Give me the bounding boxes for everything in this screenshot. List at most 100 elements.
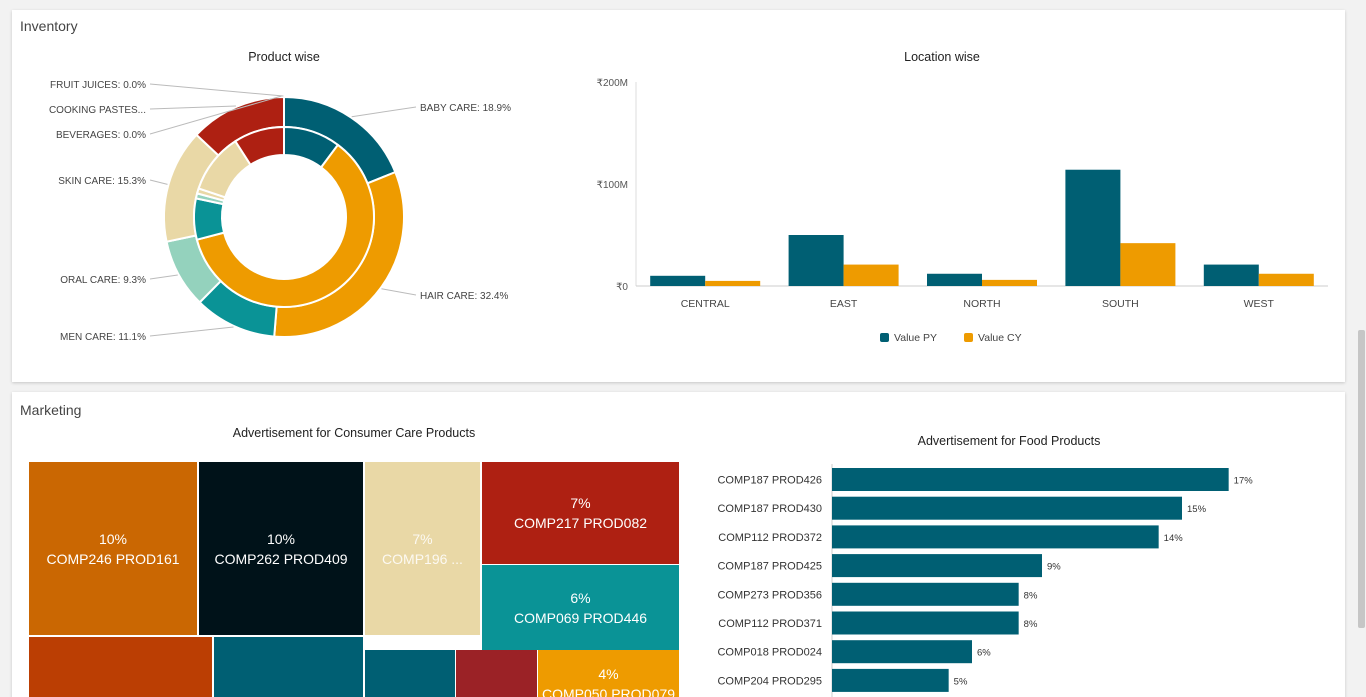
- food-bar[interactable]: [832, 468, 1229, 491]
- bar-north-value-cy[interactable]: [982, 279, 1037, 286]
- y-tick-label: ₹100M: [597, 180, 628, 191]
- treemap-cell[interactable]: 7% COMP196 ...: [365, 462, 480, 635]
- treemap-cell[interactable]: [456, 650, 537, 697]
- treemap-cell-label: COMP217 PROD082: [513, 515, 648, 531]
- inventory-title: Inventory: [20, 18, 78, 34]
- donut-leader-line: [351, 106, 417, 118]
- bar-west-value-cy[interactable]: [1258, 273, 1314, 286]
- donut-label-hair-care: HAIR CARE: 32.4%: [420, 291, 508, 302]
- scrollbar-thumb[interactable]: [1358, 330, 1365, 628]
- food-bar[interactable]: [832, 611, 1019, 635]
- legend-swatch: [880, 333, 889, 342]
- treemap-cell[interactable]: [214, 637, 363, 697]
- inventory-panel: Inventory Product wise BABY CARE: 18.9% H…: [12, 10, 1345, 382]
- bar-south-value-py[interactable]: [1065, 169, 1121, 286]
- food-value-label: 8%: [1024, 619, 1038, 630]
- donut-inner-segment[interactable]: [195, 143, 375, 308]
- marketing-panel: Marketing Advertisement for Consumer Car…: [12, 392, 1345, 697]
- food-bar[interactable]: [832, 525, 1159, 549]
- legend-label: Value CY: [978, 332, 1022, 344]
- food-category-label: COMP273 PROD356: [717, 589, 822, 601]
- treemap-cell[interactable]: 10% COMP246 PROD161: [29, 462, 197, 635]
- food-value-label: 17%: [1234, 476, 1254, 487]
- consumer-care-title: Advertisement for Consumer Care Products: [232, 426, 476, 440]
- location-wise-chart: Location wise ₹0 ₹100M ₹200M CENTRAL EAST NO…: [597, 50, 1328, 344]
- treemap-cell-label: COMP196 ...: [382, 550, 463, 567]
- treemap-cell-pct: 6%: [570, 589, 591, 606]
- bar-central-value-py[interactable]: [650, 275, 706, 286]
- food-category-label: COMP112 PROD372: [718, 532, 822, 544]
- treemap-cell[interactable]: 6% COMP069 PROD446: [482, 565, 679, 650]
- bar-north-value-py[interactable]: [927, 273, 982, 286]
- food-bar[interactable]: [832, 554, 1042, 578]
- treemap-cell-pct: 4%: [598, 666, 619, 682]
- treemap-cell-pct: 10%: [98, 530, 128, 547]
- food-value-label: 14%: [1164, 533, 1184, 544]
- treemap-cell-pct: 7%: [570, 495, 591, 511]
- x-tick-label-south: SOUTH: [1102, 298, 1139, 310]
- location-wise-title: Location wise: [904, 50, 980, 64]
- donut-leader-line: [149, 274, 178, 280]
- y-tick-label: ₹0: [616, 282, 628, 293]
- food-ads-chart: COMP187 PROD426 17% COMP187 PROD430 15% COMP…: [717, 464, 1254, 697]
- food-ads-title: Advertisement for Food Products: [917, 434, 1101, 448]
- food-value-label: 9%: [1047, 562, 1061, 573]
- donut-inner-segment[interactable]: [234, 125, 285, 167]
- food-category-label: COMP204 PROD295: [717, 675, 822, 687]
- legend-item-value-py[interactable]: Value PY: [880, 332, 937, 344]
- x-tick-label-east: EAST: [830, 298, 858, 310]
- treemap-cell[interactable]: 4% COMP050 PROD079: [538, 650, 679, 697]
- consumer-care-treemap: 10% COMP246 PROD161 10% COMP262 PROD409 7% CO…: [12, 392, 692, 697]
- bar-east-value-cy[interactable]: [843, 264, 899, 286]
- treemap-cell-label: COMP262 PROD409: [214, 550, 348, 567]
- marketing-title: Marketing: [20, 402, 82, 418]
- treemap-cell[interactable]: 10% COMP262 PROD409: [199, 462, 363, 635]
- legend-swatch: [964, 333, 973, 342]
- donut-leader-line: [149, 326, 234, 337]
- x-tick-label-north: NORTH: [963, 298, 1000, 310]
- treemap-cell-label: COMP246 PROD161: [46, 550, 180, 567]
- food-bar[interactable]: [832, 668, 949, 692]
- page-scrollbar[interactable]: [1357, 0, 1366, 697]
- food-value-label: 5%: [954, 676, 968, 687]
- legend-item-value-cy[interactable]: Value CY: [964, 332, 1022, 344]
- treemap-cell-label: COMP050 PROD079: [541, 686, 676, 697]
- donut-leader-line: [381, 288, 417, 296]
- x-tick-label-west: WEST: [1244, 298, 1275, 310]
- donut-leader-line: [149, 83, 284, 97]
- donut-inner-segment[interactable]: [193, 197, 226, 241]
- y-tick-label: ₹200M: [597, 78, 628, 89]
- donut-leader-line: [149, 179, 168, 185]
- food-bar[interactable]: [832, 496, 1182, 520]
- food-value-label: 6%: [977, 648, 991, 659]
- donut-leader-line: [149, 95, 282, 135]
- donut-label-fruit-juices: FRUIT JUICES: 0.0%: [50, 80, 146, 91]
- donut-label-baby-care: BABY CARE: 18.9%: [420, 103, 511, 114]
- food-value-label: 15%: [1187, 504, 1207, 515]
- treemap-cell-label: COMP069 PROD446: [513, 609, 648, 626]
- bar-south-value-cy[interactable]: [1120, 243, 1176, 286]
- product-wise-chart: Product wise BABY CARE: 18.9% HAIR CARE: …: [49, 50, 511, 343]
- treemap-cell[interactable]: 7% COMP217 PROD082: [482, 462, 679, 564]
- top-strip: [0, 0, 1366, 10]
- donut-label-oral-care: ORAL CARE: 9.3%: [60, 275, 146, 286]
- food-bar[interactable]: [832, 640, 972, 664]
- food-category-label: COMP187 PROD425: [717, 561, 822, 573]
- donut-label-beverages: BEVERAGES: 0.0%: [56, 130, 146, 141]
- bar-west-value-py[interactable]: [1203, 264, 1259, 286]
- food-bar[interactable]: [832, 582, 1019, 606]
- treemap-cell[interactable]: [29, 637, 212, 697]
- treemap-cell-pct: 10%: [266, 530, 296, 547]
- x-tick-label-central: CENTRAL: [681, 298, 730, 310]
- treemap-cell[interactable]: [365, 650, 455, 697]
- bar-east-value-py[interactable]: [788, 235, 844, 286]
- food-value-label: 8%: [1024, 590, 1038, 601]
- product-wise-title: Product wise: [248, 50, 320, 64]
- food-category-label: COMP187 PROD430: [717, 503, 822, 515]
- bar-central-value-cy[interactable]: [705, 280, 761, 286]
- legend-label: Value PY: [894, 332, 937, 344]
- food-category-label: COMP112 PROD371: [718, 618, 822, 630]
- treemap-cell-pct: 7%: [412, 530, 433, 547]
- donut-label-men-care: MEN CARE: 11.1%: [60, 332, 146, 343]
- food-category-label: COMP187 PROD426: [717, 475, 822, 487]
